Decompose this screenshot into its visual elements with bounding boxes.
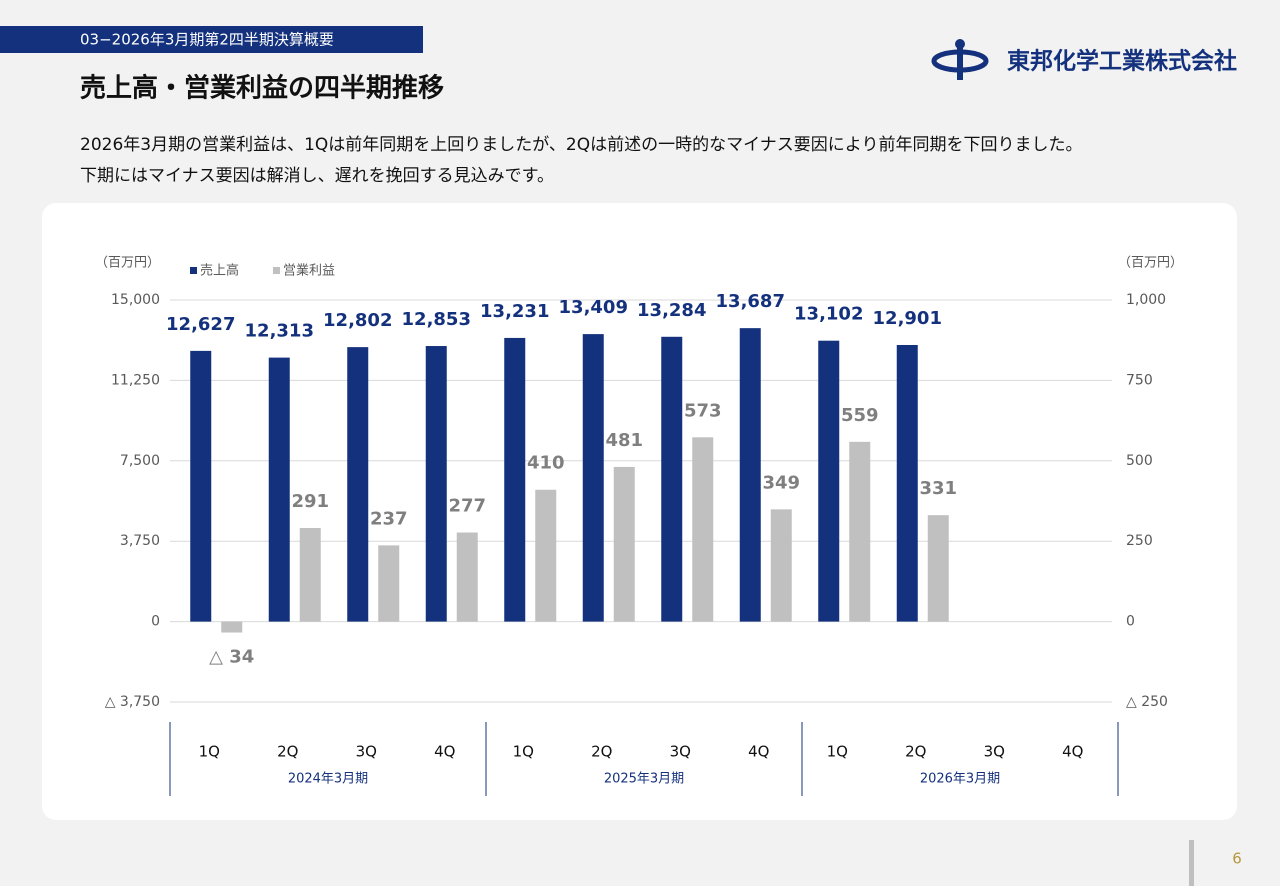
bar (818, 340, 840, 622)
x-tick-label: 1Q (827, 743, 848, 761)
y-tick-label: 15,000 (111, 292, 160, 308)
bar (535, 489, 557, 622)
bar (692, 437, 714, 622)
bar (849, 441, 871, 622)
body-text: 下期にはマイナス要因は解消し、遅れを挽回する見込みです。 (80, 166, 554, 186)
y2-tick-label: 750 (1126, 372, 1153, 388)
bar (661, 336, 683, 622)
data-label: 13,687 (716, 291, 785, 312)
logo-icon (931, 39, 989, 80)
section-label: 03−2026年3月期第2四半期決算概要 (80, 31, 334, 49)
x-tick-label: 2Q (591, 743, 612, 761)
legend-label: 売上高 (200, 263, 239, 279)
x-tick-label: 3Q (670, 743, 691, 761)
y-tick-label: 7,500 (120, 453, 160, 469)
data-label: 12,627 (166, 314, 235, 335)
data-label: 277 (448, 496, 486, 517)
y2-tick-label: △ 250 (1126, 694, 1168, 710)
y-unit: （百万円） (95, 256, 160, 271)
bar (739, 328, 761, 622)
bar (613, 466, 635, 622)
x-tick-label: 4Q (748, 743, 769, 761)
data-label: 237 (370, 508, 408, 529)
data-label: 349 (762, 472, 800, 493)
data-label: 12,901 (873, 308, 942, 329)
y2-tick-label: 1,000 (1126, 292, 1166, 308)
bar (896, 345, 918, 622)
data-label: 13,102 (794, 304, 863, 325)
bar (504, 337, 526, 622)
data-label: 13,231 (480, 301, 549, 322)
data-label: 410 (527, 453, 565, 474)
bar (378, 545, 400, 622)
legend-label: 営業利益 (283, 263, 335, 279)
y-tick-label: △ 3,750 (105, 694, 160, 710)
page-number: 6 (1232, 850, 1242, 868)
data-label: 12,313 (245, 321, 314, 342)
y-tick-label: 3,750 (120, 533, 160, 549)
x-tick-label: 4Q (1062, 743, 1083, 761)
bar (190, 350, 212, 622)
y2-tick-label: 250 (1126, 533, 1153, 549)
data-label: 13,284 (637, 300, 706, 321)
data-label: 559 (841, 405, 879, 426)
bar (927, 515, 949, 622)
data-label: 573 (684, 400, 722, 421)
group-label: 2024年3月期 (288, 772, 368, 787)
y2-tick-label: 500 (1126, 453, 1153, 469)
bar (456, 532, 478, 622)
bar (299, 528, 321, 622)
data-label: 12,802 (323, 310, 392, 331)
x-tick-label: 1Q (513, 743, 534, 761)
legend-swatch (190, 267, 197, 274)
bar (347, 347, 369, 622)
section-bar (0, 26, 423, 53)
data-label: 481 (605, 430, 643, 451)
x-tick-label: 4Q (434, 743, 455, 761)
y2-tick-label: 0 (1126, 614, 1135, 630)
page-divider (1189, 840, 1194, 886)
y-tick-label: 11,250 (111, 372, 160, 388)
x-tick-label: 3Q (984, 743, 1005, 761)
x-tick-label: 2Q (905, 743, 926, 761)
group-label: 2026年3月期 (920, 772, 1000, 787)
x-tick-label: 2Q (277, 743, 298, 761)
data-label: 291 (291, 491, 329, 512)
bar (770, 509, 792, 622)
data-label: △ 34 (209, 647, 254, 668)
bar (268, 357, 290, 622)
company-name: 東邦化学工業株式会社 (1007, 48, 1237, 75)
x-tick-label: 3Q (356, 743, 377, 761)
bar (425, 346, 447, 622)
bar (221, 621, 243, 633)
slide-title: 売上高・営業利益の四半期推移 (80, 73, 444, 104)
chart-card (42, 203, 1237, 820)
group-label: 2025年3月期 (604, 772, 684, 787)
data-label: 331 (919, 478, 957, 499)
legend-swatch (273, 267, 281, 274)
data-label: 13,409 (559, 297, 628, 318)
x-tick-label: 1Q (199, 743, 220, 761)
y-tick-label: 0 (151, 614, 160, 630)
body-text: 2026年3月期の営業利益は、1Qは前年同期を上回りましたが、2Qは前述の一時的… (80, 135, 1082, 155)
bar (582, 334, 604, 622)
data-label: 12,853 (402, 309, 471, 330)
y2-unit: （百万円） (1118, 256, 1183, 271)
